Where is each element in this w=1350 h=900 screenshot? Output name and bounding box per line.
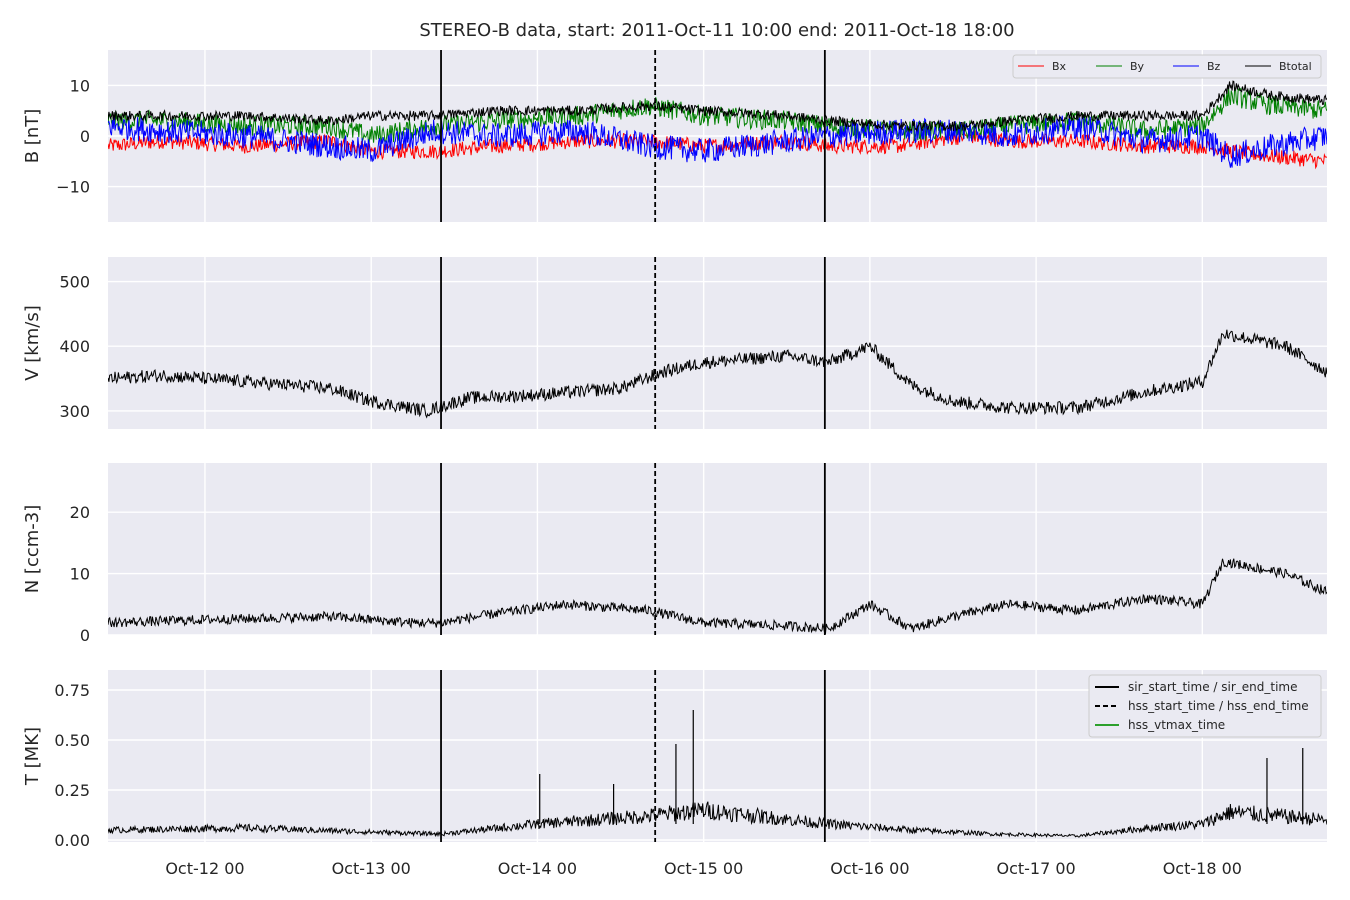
legend-label-Btotal: Btotal <box>1279 60 1312 73</box>
panel-B: 10 0 −10 B [nT] <box>22 50 1327 222</box>
y-axis-label: T [MK] <box>22 727 43 786</box>
x-tick-label: Oct-13 00 <box>332 859 411 878</box>
legend-box <box>1012 54 1322 79</box>
plot-area-V <box>108 257 1327 429</box>
panel-N: 20 10 0 N [ccm-3] <box>22 463 1327 645</box>
y-tick-label: 0 <box>80 127 90 146</box>
panel-V: 500 400 300 V [km/s] <box>22 257 1327 429</box>
legend-label-Bx: Bx <box>1052 60 1067 73</box>
legend-label-1: hss_start_time / hss_end_time <box>1128 699 1309 713</box>
y-tick-label: 0.75 <box>54 681 90 700</box>
y-tick-label: 0.50 <box>54 731 90 750</box>
y-tick-label: 0.00 <box>54 831 90 850</box>
y-axis-label: B [nT] <box>22 109 43 164</box>
x-tick-label: Oct-14 00 <box>498 859 577 878</box>
series-line-T <box>108 801 1327 839</box>
y-tick-label: 300 <box>59 402 90 421</box>
chart-title: STEREO-B data, start: 2011-Oct-11 10:00 … <box>419 20 1014 41</box>
legend-box <box>1088 674 1322 738</box>
x-tick-label: Oct-12 00 <box>165 859 244 878</box>
y-tick-label: 0.25 <box>54 781 90 800</box>
y-tick-label: 10 <box>70 76 90 95</box>
legend-label-2: hss_vtmax_time <box>1128 718 1225 732</box>
series-line-N <box>108 558 1327 635</box>
y-tick-label: −10 <box>56 178 90 197</box>
x-tick-labels: Oct-12 00 Oct-13 00 Oct-14 00 Oct-15 00 Oct-… <box>165 859 1242 878</box>
y-tick-label: 400 <box>59 337 90 356</box>
y-axis-label: N [ccm-3] <box>22 505 43 594</box>
t-legend: sir_start_time / sir_end_time hss_start_t… <box>1088 674 1322 738</box>
x-tick-label: Oct-15 00 <box>664 859 743 878</box>
y-axis-label: V [km/s] <box>22 305 43 380</box>
x-tick-label: Oct-17 00 <box>996 859 1075 878</box>
y-tick-label: 20 <box>70 503 90 522</box>
plot-area-N <box>108 463 1327 635</box>
legend-label-Bz: Bz <box>1207 60 1221 73</box>
series-line-V <box>108 329 1327 419</box>
y-tick-label: 500 <box>59 273 90 292</box>
x-tick-label: Oct-18 00 <box>1163 859 1242 878</box>
x-tick-label: Oct-16 00 <box>830 859 909 878</box>
series-line-Bz <box>108 114 1327 168</box>
panels-group: 10 0 −10 B [nT] 500 400 300 V [km/s] 20 10 0 N [ccm… <box>22 50 1327 850</box>
y-tick-label: 10 <box>70 565 90 584</box>
b-legend: Bx By Bz Btotal <box>1012 54 1322 79</box>
series-line-Btotal <box>108 80 1327 133</box>
y-tick-label: 0 <box>80 626 90 645</box>
legend-label-By: By <box>1130 60 1145 73</box>
legend-label-0: sir_start_time / sir_end_time <box>1128 680 1298 694</box>
